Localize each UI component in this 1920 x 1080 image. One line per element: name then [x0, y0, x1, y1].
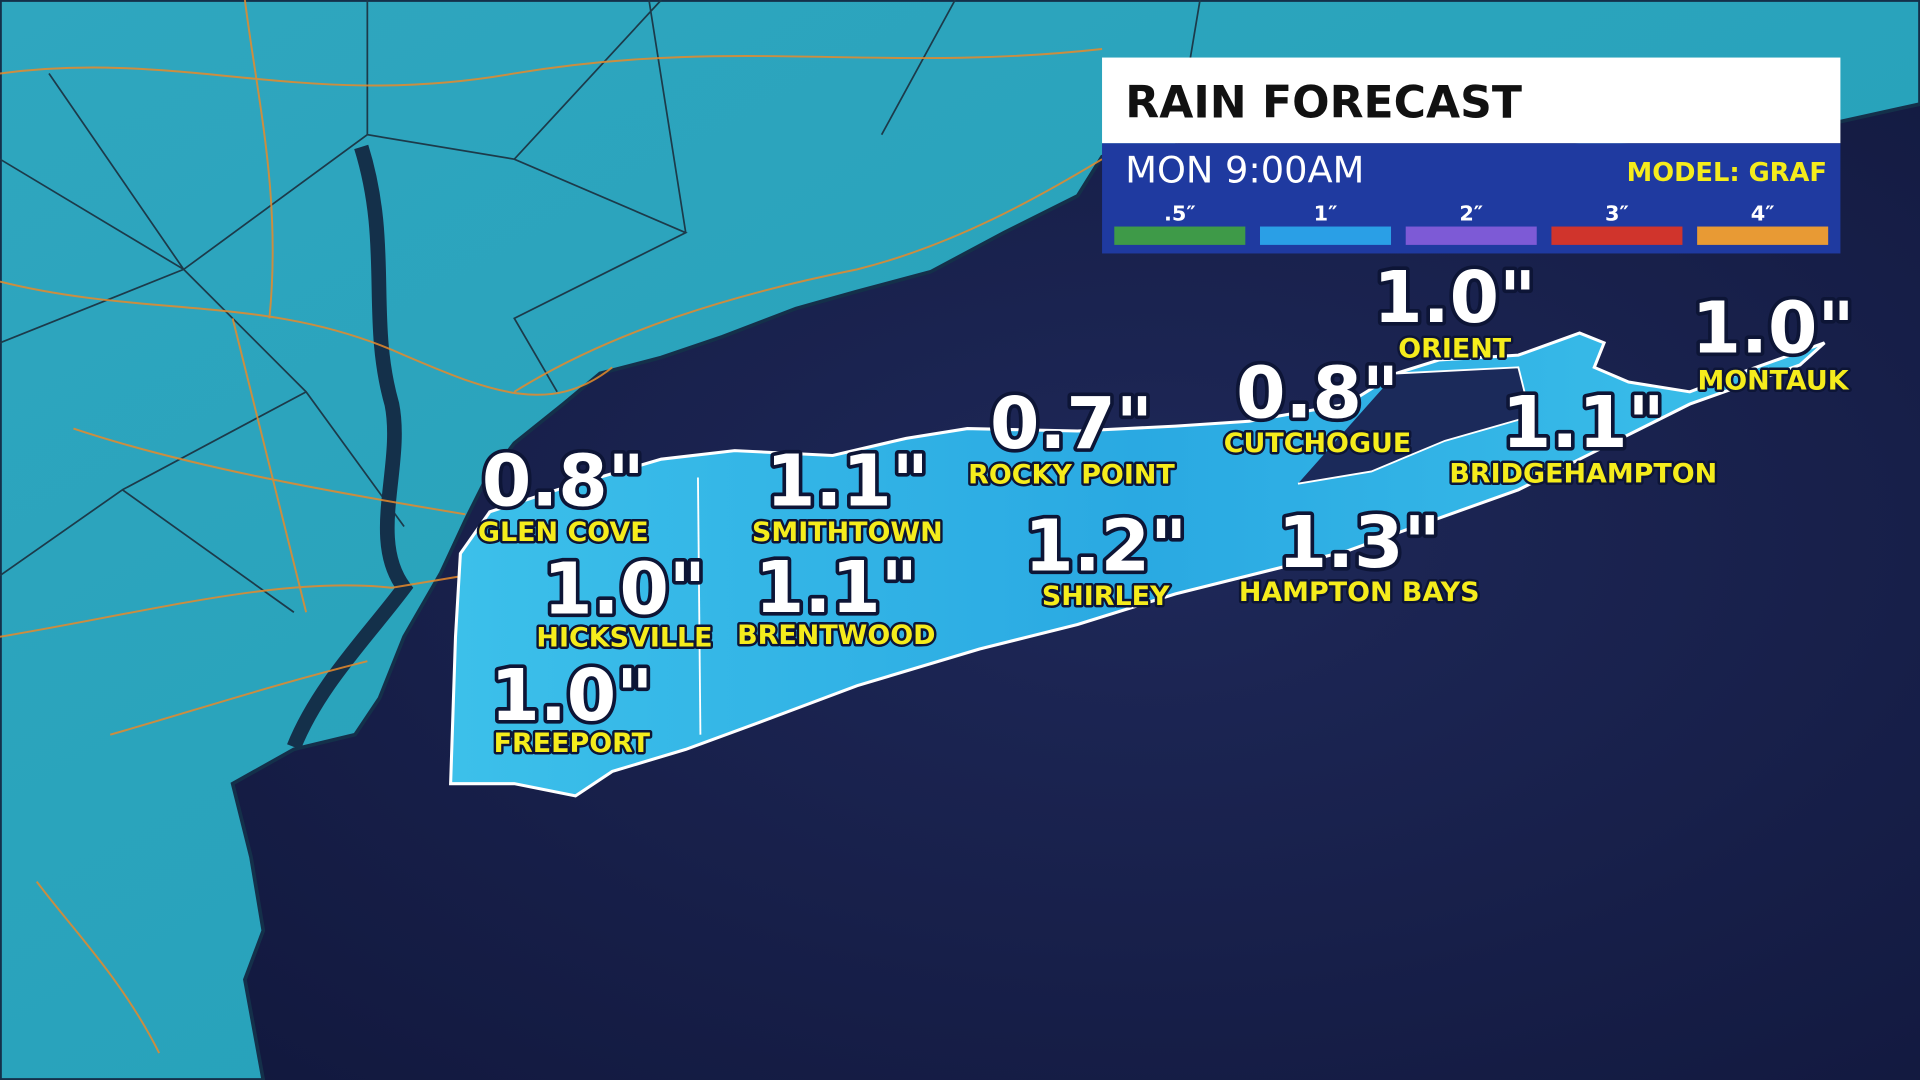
- place-name: SMITHTOWN: [752, 517, 943, 548]
- place-name: SHIRLEY: [1042, 581, 1170, 612]
- long-island: [449, 331, 1826, 798]
- rain-amount: 1.3": [1278, 501, 1441, 584]
- rain-amount: 0.7": [990, 382, 1153, 465]
- place-name: HICKSVILLE: [536, 623, 712, 654]
- legend-label: 2″: [1459, 201, 1483, 225]
- rain-amount: 0.8": [1236, 352, 1399, 435]
- legend-swatch: [1260, 226, 1392, 245]
- legend-label: 4″: [1751, 201, 1775, 225]
- legend-swatch: [1551, 226, 1683, 245]
- rain-amount: 0.8": [482, 440, 645, 523]
- place-name: CUTCHOGUE: [1224, 428, 1412, 459]
- forecast-time: MON 9:00AM: [1125, 148, 1364, 191]
- rain-amount: 1.0": [1692, 287, 1855, 370]
- rain-amount: 1.0": [1373, 256, 1536, 339]
- place-name: FREEPORT: [494, 728, 651, 759]
- legend-label: 3″: [1605, 201, 1629, 225]
- county-line: [697, 477, 702, 735]
- legend-label: .5″: [1164, 201, 1196, 225]
- model-name: MODEL: GRAF: [1627, 158, 1827, 188]
- rain-amount: 1.1": [1502, 381, 1665, 464]
- place-name: ROCKY POINT: [968, 460, 1175, 491]
- place-name: BRIDGEHAMPTON: [1449, 458, 1717, 489]
- rain-amount: 1.1": [755, 546, 918, 629]
- place-name: GLEN COVE: [478, 517, 649, 548]
- rain-amount: 1.1": [766, 440, 929, 523]
- county-borders: [0, 0, 1201, 613]
- place-name: BRENTWOOD: [737, 620, 935, 651]
- roads: [0, 0, 1103, 1054]
- place-name: HAMPTON BAYS: [1239, 577, 1480, 608]
- panel-header: [1102, 57, 1841, 144]
- place-name: MONTAUK: [1697, 365, 1849, 396]
- place-name: ORIENT: [1398, 334, 1512, 365]
- hudson-river: [287, 144, 414, 750]
- rain-amount: 1.2": [1024, 505, 1187, 588]
- legend-swatch: [1405, 226, 1537, 245]
- rain-amount: 1.0": [490, 654, 653, 737]
- rain-amount: 1.0": [543, 547, 706, 630]
- legend-label: 1″: [1314, 201, 1338, 225]
- legend-swatch: [1114, 226, 1246, 245]
- panel-title: RAIN FORECAST: [1125, 78, 1522, 129]
- legend-swatch: [1697, 226, 1829, 245]
- peconic-bay: [1297, 366, 1532, 485]
